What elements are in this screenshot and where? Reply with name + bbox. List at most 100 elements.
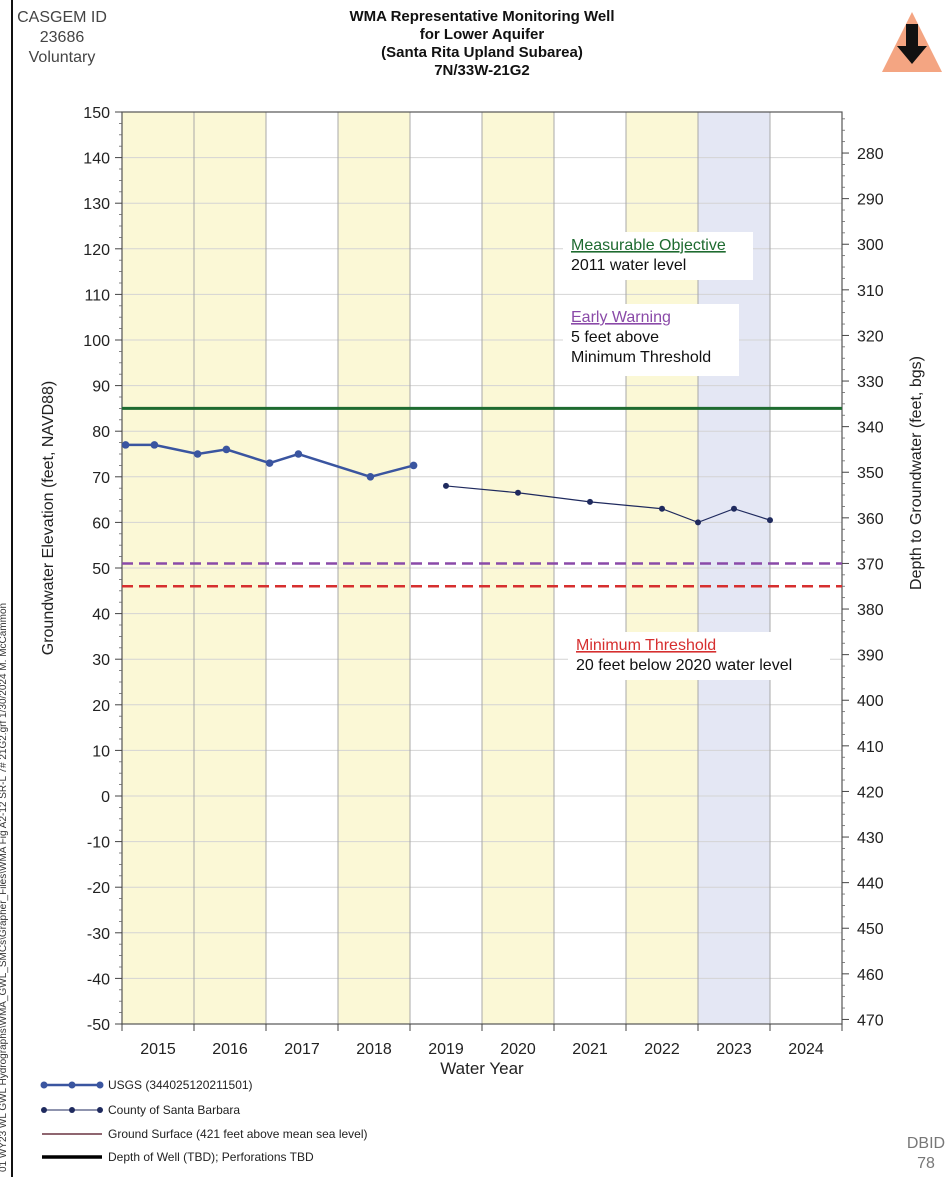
y-tick-label-110: 110 xyxy=(84,287,110,304)
legend-swatch-ground-surface xyxy=(42,1133,102,1135)
y2-tick-label-290: 290 xyxy=(857,192,884,209)
series-0-point-3 xyxy=(222,445,231,454)
y2-tick-label-460: 460 xyxy=(857,967,884,984)
chart-title: WMA Representative Monitoring Well for L… xyxy=(282,8,682,80)
y2-tick-label-390: 390 xyxy=(857,648,884,665)
series-1-point-1 xyxy=(515,489,521,496)
y2-tick-label-310: 310 xyxy=(857,283,884,300)
threshold-label-desc-1-1: Minimum Threshold xyxy=(571,349,711,366)
casgem-label: CASGEM ID xyxy=(17,9,107,26)
y2-tick-label-410: 410 xyxy=(857,739,884,756)
frame-left-border xyxy=(11,0,13,1177)
title-line-4: 7N/33W-21G2 xyxy=(434,62,530,79)
y-tick-label-70: 70 xyxy=(92,470,110,487)
legend-label-well-depth: Depth of Well (TBD); Perforations TBD xyxy=(108,1150,314,1164)
series-0-point-6 xyxy=(366,473,375,481)
y2-tick-label-440: 440 xyxy=(857,876,884,893)
y2-tick-label-340: 340 xyxy=(857,420,884,437)
y-tick-label-140: 140 xyxy=(83,151,110,168)
legend-swatch-usgs xyxy=(40,1081,104,1089)
y2-tick-label-430: 430 xyxy=(857,830,884,847)
y-tick-label-120: 120 xyxy=(83,242,110,259)
x-tick-label-2024: 2024 xyxy=(788,1041,824,1058)
legend-label-county: County of Santa Barbara xyxy=(108,1103,241,1117)
x-tick-label-2021: 2021 xyxy=(572,1041,608,1058)
threshold-label-title-0: Measurable Objective xyxy=(571,237,726,254)
threshold-label-box-1 xyxy=(563,304,739,376)
x-tick-label-2020: 2020 xyxy=(500,1041,536,1058)
y2-tick-label-280: 280 xyxy=(857,146,884,163)
trend-icon-arrow xyxy=(897,24,927,64)
threshold-label-box-2 xyxy=(568,632,830,680)
y-tick-label-20: 20 xyxy=(92,698,110,715)
y-tick-label--10: -10 xyxy=(87,835,110,852)
legend-swatch-county xyxy=(41,1107,103,1113)
x-tick-label-2019: 2019 xyxy=(428,1041,464,1058)
y2-tick-label-370: 370 xyxy=(857,556,884,573)
y-tick-label--30: -30 xyxy=(87,926,110,943)
legend-item-usgs: USGS (344025120211501) xyxy=(40,1076,560,1094)
y2-tick-label-330: 330 xyxy=(857,374,884,391)
series-0-point-1 xyxy=(150,441,159,449)
x-tick-label-2023: 2023 xyxy=(716,1041,752,1058)
y2-tick-label-400: 400 xyxy=(857,693,884,710)
y-tick-label-80: 80 xyxy=(92,424,110,441)
x-axis-label: Water Year xyxy=(440,1059,524,1078)
y-tick-label-90: 90 xyxy=(92,379,110,396)
casgem-status: Voluntary xyxy=(28,49,96,66)
y2-tick-label-420: 420 xyxy=(857,784,884,801)
x-tick-label-2015: 2015 xyxy=(140,1041,176,1058)
y2-tick-label-360: 360 xyxy=(857,511,884,528)
legend-item-ground-surface: Ground Surface (421 feet above mean sea … xyxy=(40,1125,560,1143)
series-0-point-0 xyxy=(121,441,130,449)
y2-axis-label: Depth to Groundwater (feet, bgs) xyxy=(908,356,925,590)
y-tick-label-30: 30 xyxy=(92,652,110,669)
casgem-number: 23686 xyxy=(39,29,85,46)
y-tick-label-50: 50 xyxy=(92,561,110,578)
y-tick-label-100: 100 xyxy=(83,333,110,350)
y-tick-label-150: 150 xyxy=(83,105,110,122)
series-0-point-2 xyxy=(193,450,202,458)
title-line-1: WMA Representative Monitoring Well xyxy=(349,8,615,25)
y2-tick-label-450: 450 xyxy=(857,921,884,938)
y-tick-label--20: -20 xyxy=(87,880,110,897)
series-1-point-2 xyxy=(587,498,593,505)
down-arrow-icon xyxy=(882,12,942,72)
y2-tick-label-470: 470 xyxy=(857,1012,884,1029)
y-tick-label-10: 10 xyxy=(92,743,110,760)
dbid-number: 78 xyxy=(917,1155,935,1172)
y-tick-label-60: 60 xyxy=(92,515,110,532)
legend-item-well-depth: Depth of Well (TBD); Perforations TBD xyxy=(40,1148,560,1166)
title-line-2: for Lower Aquifer xyxy=(419,26,545,43)
series-0-point-4 xyxy=(265,459,274,467)
series-1-point-5 xyxy=(731,505,737,512)
x-tick-label-2017: 2017 xyxy=(284,1041,320,1058)
y2-tick-label-350: 350 xyxy=(857,465,884,482)
casgem-id-block: CASGEM ID 23686 Voluntary xyxy=(14,8,110,68)
threshold-label-desc-2-0: 20 feet below 2020 water level xyxy=(576,657,792,674)
y-tick-label-40: 40 xyxy=(92,607,110,624)
dbid-block: DBID 78 xyxy=(896,1134,951,1174)
y-tick-label-130: 130 xyxy=(83,196,110,213)
legend-swatch-well-depth xyxy=(42,1155,102,1159)
series-1-point-4 xyxy=(695,519,701,526)
legend-label-usgs: USGS (344025120211501) xyxy=(108,1078,253,1092)
threshold-label-desc-1-0: 5 feet above xyxy=(571,329,659,346)
y-tick-label--50: -50 xyxy=(87,1017,110,1034)
series-1-point-0 xyxy=(443,482,449,489)
legend-label-ground-surface: Ground Surface (421 feet above mean sea … xyxy=(108,1127,368,1141)
legend-item-county: County of Santa Barbara xyxy=(40,1101,560,1119)
series-1-point-3 xyxy=(659,505,665,512)
x-tick-label-2018: 2018 xyxy=(356,1041,392,1058)
threshold-label-desc-0-0: 2011 water level xyxy=(571,257,686,274)
threshold-label-title-1: Early Warning xyxy=(571,309,671,326)
series-0-point-5 xyxy=(294,450,303,458)
y2-tick-label-380: 380 xyxy=(857,602,884,619)
y2-tick-label-320: 320 xyxy=(857,328,884,345)
threshold-label-title-2: Minimum Threshold xyxy=(576,637,716,654)
y-tick-label-0: 0 xyxy=(101,789,110,806)
x-tick-label-2022: 2022 xyxy=(644,1041,680,1058)
x-tick-label-2016: 2016 xyxy=(212,1041,248,1058)
series-1-point-6 xyxy=(767,517,773,524)
